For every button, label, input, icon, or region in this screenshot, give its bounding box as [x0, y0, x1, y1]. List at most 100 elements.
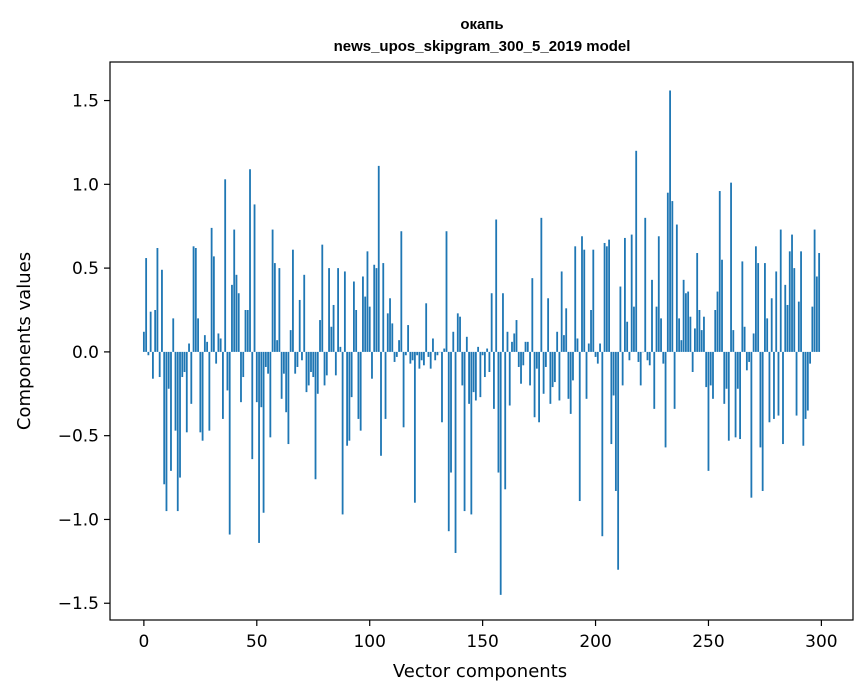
bar-component-200: [594, 351, 597, 357]
bar-component-65: [289, 330, 292, 352]
bar-component-135: [447, 351, 450, 532]
bar-component-40: [233, 229, 236, 352]
bar-component-44: [242, 351, 245, 378]
y-tick-label: 0.5: [72, 259, 99, 279]
bar-component-249: [705, 351, 708, 388]
bar-component-299: [818, 253, 821, 352]
bar-component-19: [185, 351, 188, 433]
bar-component-275: [764, 263, 766, 352]
bar-component-20: [188, 343, 190, 352]
bar-component-178: [544, 351, 547, 367]
bar-component-73: [307, 351, 310, 386]
bar-component-160: [504, 351, 507, 490]
bar-component-87: [339, 346, 342, 352]
bar-component-159: [502, 293, 504, 352]
bar-component-194: [581, 236, 583, 352]
bar-component-39: [231, 284, 233, 352]
bar-component-230: [662, 351, 665, 364]
bar-component-296: [811, 306, 814, 352]
bar-component-115: [402, 351, 405, 428]
bar-component-93: [353, 281, 355, 352]
bar-component-165: [515, 320, 518, 352]
bar-component-189: [569, 351, 572, 414]
bar-component-262: [734, 351, 737, 438]
bar-component-185: [560, 271, 563, 352]
bar-component-170: [526, 341, 529, 352]
bar-component-121: [416, 351, 419, 356]
bar-component-96: [359, 351, 362, 431]
bar-component-182: [553, 351, 556, 383]
bar-component-57: [271, 229, 274, 352]
bar-component-216: [630, 234, 633, 352]
y-tick-label: −0.5: [58, 427, 99, 447]
bar-component-41: [235, 274, 238, 352]
bar-component-298: [815, 276, 818, 352]
y-axis-ticks: −1.5 −1.0 −0.5 0.0 0.5 1.0 1.5: [58, 92, 110, 614]
y-tick-label: −1.0: [58, 510, 99, 530]
bar-component-222: [644, 217, 647, 352]
bar-component-279: [773, 351, 775, 419]
bar-component-78: [319, 320, 321, 352]
bar-component-193: [578, 351, 581, 502]
bar-component-289: [795, 351, 798, 416]
bar-component-190: [572, 351, 574, 381]
bar-component-149: [479, 351, 482, 398]
bar-component-103: [375, 268, 378, 352]
bar-component-238: [680, 340, 683, 352]
bar-component-120: [413, 351, 416, 503]
bar-component-98: [364, 296, 367, 352]
bar-component-210: [617, 351, 620, 570]
bar-component-166: [517, 351, 520, 367]
x-tick-label: 300: [805, 632, 837, 652]
bar-component-31: [212, 256, 215, 352]
bar-component-138: [454, 351, 457, 553]
bar-component-36: [224, 179, 227, 352]
bar-component-105: [380, 351, 382, 456]
bar-component-64: [287, 351, 290, 445]
bar-component-162: [508, 351, 511, 406]
bar-component-101: [371, 351, 373, 379]
bar-component-75: [312, 351, 315, 378]
bar-component-91: [348, 351, 351, 441]
bar-component-220: [639, 351, 642, 386]
bar-component-62: [282, 351, 285, 374]
bar-component-52: [260, 351, 263, 408]
bar-component-234: [671, 201, 674, 352]
bar-component-175: [538, 351, 540, 423]
x-tick-label: 200: [579, 632, 611, 652]
bar-component-283: [782, 351, 784, 445]
bar-component-133: [443, 348, 446, 352]
bar-component-266: [743, 326, 746, 352]
bar-component-94: [355, 310, 358, 352]
bar-component-287: [791, 234, 793, 352]
bar-component-8: [161, 269, 163, 352]
bar-component-32: [215, 351, 218, 364]
bar-component-274: [761, 351, 764, 491]
bar-component-127: [429, 351, 432, 369]
bar-component-181: [551, 351, 554, 388]
bar-component-38: [228, 351, 231, 535]
bar-component-253: [714, 310, 717, 352]
x-tick-label: 0: [138, 632, 149, 652]
bar-component-256: [721, 259, 723, 352]
bar-component-236: [675, 224, 678, 352]
bar-component-143: [465, 336, 468, 352]
bar-component-260: [730, 182, 732, 352]
bar-component-270: [752, 333, 755, 352]
bar-component-263: [736, 351, 739, 389]
bar-component-142: [463, 351, 466, 512]
bar-component-3: [149, 311, 152, 352]
bar-component-145: [470, 351, 473, 515]
bar-component-79: [321, 244, 324, 352]
bar-component-179: [547, 298, 550, 352]
bar-component-10: [165, 351, 168, 512]
bar-component-153: [488, 351, 491, 372]
bar-component-241: [687, 291, 690, 352]
bar-component-198: [590, 310, 592, 352]
bar-component-15: [176, 351, 179, 512]
bar-component-259: [727, 351, 730, 441]
bar-component-273: [759, 351, 762, 448]
bar-component-284: [784, 284, 787, 352]
bar-component-161: [506, 331, 509, 352]
